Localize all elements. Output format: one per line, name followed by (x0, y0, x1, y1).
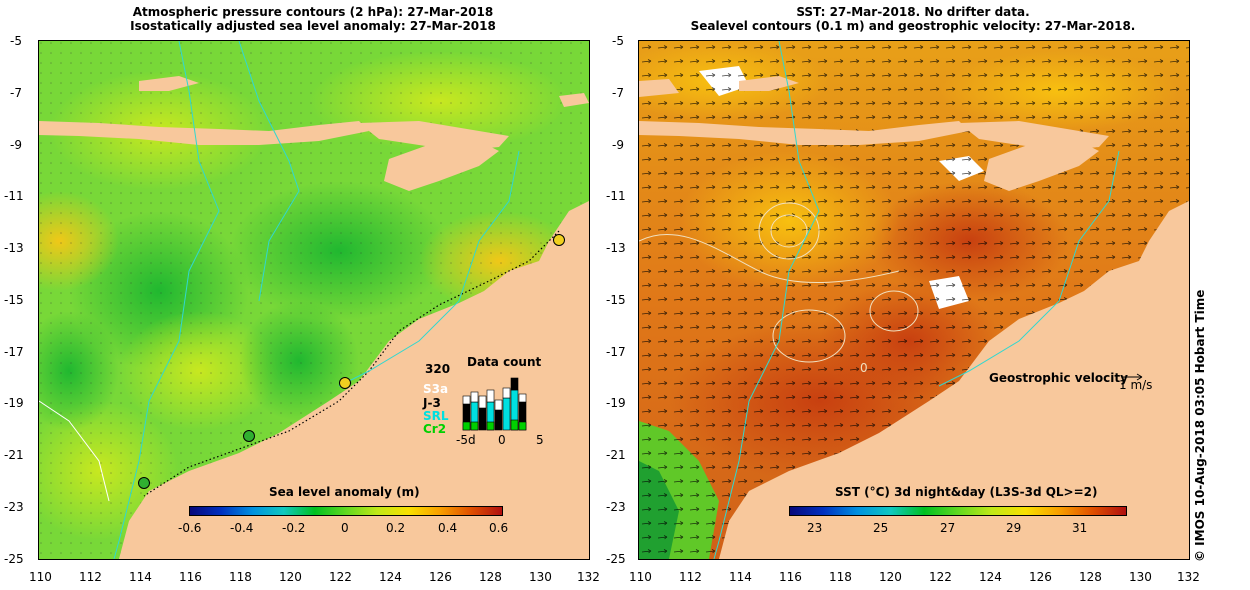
lon-tick: 118 (829, 570, 852, 584)
sst-colorbar-tick: 29 (1006, 521, 1022, 535)
sea-level-anomaly-map-graphic (39, 41, 589, 559)
lat-tick: -11 (606, 189, 626, 203)
left-title-line1: Atmospheric pressure contours (2 hPa): 2… (132, 5, 494, 19)
sst-colorbar-title: SST (°C) 3d night&day (L3S-3d QL>=2) (835, 485, 1098, 499)
lat-tick: -25 (606, 552, 626, 566)
sla-colorbar-tick: -0.6 (178, 521, 202, 535)
sla-colorbar-tick: 0 (341, 521, 349, 535)
lon-tick: 126 (1029, 570, 1052, 584)
lon-tick: 116 (179, 570, 202, 584)
lon-tick: 112 (679, 570, 702, 584)
sst-colorbar (789, 506, 1127, 516)
data-count-max: 320 (425, 362, 451, 376)
sst-map-graphic (639, 41, 1189, 559)
lat-tick: -25 (4, 552, 24, 566)
lon-tick: 116 (779, 570, 802, 584)
sla-colorbar (189, 506, 503, 516)
lat-tick: -15 (606, 293, 626, 307)
data-count-xtick: -5d (456, 433, 476, 447)
right-title: SST: 27-Mar-2018. No drifter data. Seale… (638, 5, 1188, 33)
lat-tick: -23 (606, 500, 626, 514)
lon-tick: 114 (729, 570, 752, 584)
velocity-label: Geostrophic velocity (989, 371, 1128, 385)
lat-tick: -9 (10, 138, 22, 152)
credit-text: © IMOS 10-Aug-2018 03:05 Hobart Time (1193, 289, 1207, 562)
lat-tick: -13 (4, 241, 24, 255)
lon-tick: 118 (229, 570, 252, 584)
sla-colorbar-tick: 0.2 (386, 521, 406, 535)
sla-colorbar-tick: 0.4 (438, 521, 458, 535)
lon-tick: 130 (1129, 570, 1152, 584)
lat-tick: -5 (612, 34, 624, 48)
right-title-line1: SST: 27-Mar-2018. No drifter data. (796, 5, 1030, 19)
lat-tick: -13 (606, 241, 626, 255)
data-count-series-s3a: S3a (423, 382, 449, 396)
lon-tick: 122 (929, 570, 952, 584)
data-count-histogram (462, 377, 527, 431)
data-count-xtick: 5 (536, 433, 544, 447)
sst-colorbar-tick: 23 (807, 521, 823, 535)
lon-tick: 120 (279, 570, 302, 584)
lon-tick: 124 (979, 570, 1002, 584)
lon-tick: 122 (329, 570, 352, 584)
data-count-series-cr2: Cr2 (423, 422, 447, 436)
sst-colorbar-tick: 31 (1072, 521, 1088, 535)
lon-tick: 126 (429, 570, 452, 584)
lat-tick: -17 (4, 345, 24, 359)
lon-tick: 130 (529, 570, 552, 584)
lat-tick: -21 (4, 448, 24, 462)
lat-tick: -21 (606, 448, 626, 462)
right-title-line2: Sealevel contours (0.1 m) and geostrophi… (690, 19, 1136, 33)
sla-colorbar-title: Sea level anomaly (m) (269, 485, 420, 499)
sea-level-anomaly-map: Data count 320 S3a J-3 SRL Cr2 -5d 0 5 S… (38, 40, 590, 560)
lon-tick: 132 (577, 570, 600, 584)
sla-colorbar-tick: -0.4 (230, 521, 254, 535)
lat-tick: -5 (10, 34, 22, 48)
lon-tick: 110 (629, 570, 652, 584)
sst-colorbar-tick: 25 (873, 521, 889, 535)
lat-tick: -23 (4, 500, 24, 514)
data-count-title: Data count (467, 355, 542, 369)
sst-map: Geostrophic velocity 1 m/s 0 SST (°C) 3d… (638, 40, 1190, 560)
lat-tick: -7 (10, 86, 22, 100)
lon-tick: 120 (879, 570, 902, 584)
lat-tick: -17 (606, 345, 626, 359)
lat-tick: -15 (4, 293, 24, 307)
lon-tick: 128 (479, 570, 502, 584)
contour-label: 0 (860, 361, 868, 375)
lon-tick: 132 (1177, 570, 1200, 584)
lon-tick: 128 (1079, 570, 1102, 584)
data-count-series-j3: J-3 (423, 396, 441, 410)
data-count-series-srl: SRL (423, 409, 449, 423)
lat-tick: -7 (612, 86, 624, 100)
left-title: Atmospheric pressure contours (2 hPa): 2… (38, 5, 588, 33)
lon-tick: 114 (129, 570, 152, 584)
lat-tick: -19 (606, 396, 626, 410)
sla-colorbar-tick: -0.2 (282, 521, 306, 535)
sla-colorbar-tick: 0.6 (489, 521, 509, 535)
data-count-xtick: 0 (498, 433, 506, 447)
left-title-line2: Isostatically adjusted sea level anomaly… (130, 19, 496, 33)
lat-tick: -11 (4, 189, 24, 203)
velocity-scale: 1 m/s (1119, 378, 1153, 392)
lat-tick: -19 (4, 396, 24, 410)
lat-tick: -9 (612, 138, 624, 152)
lon-tick: 124 (379, 570, 402, 584)
lon-tick: 112 (79, 570, 102, 584)
sst-colorbar-tick: 27 (940, 521, 956, 535)
lon-tick: 110 (29, 570, 52, 584)
